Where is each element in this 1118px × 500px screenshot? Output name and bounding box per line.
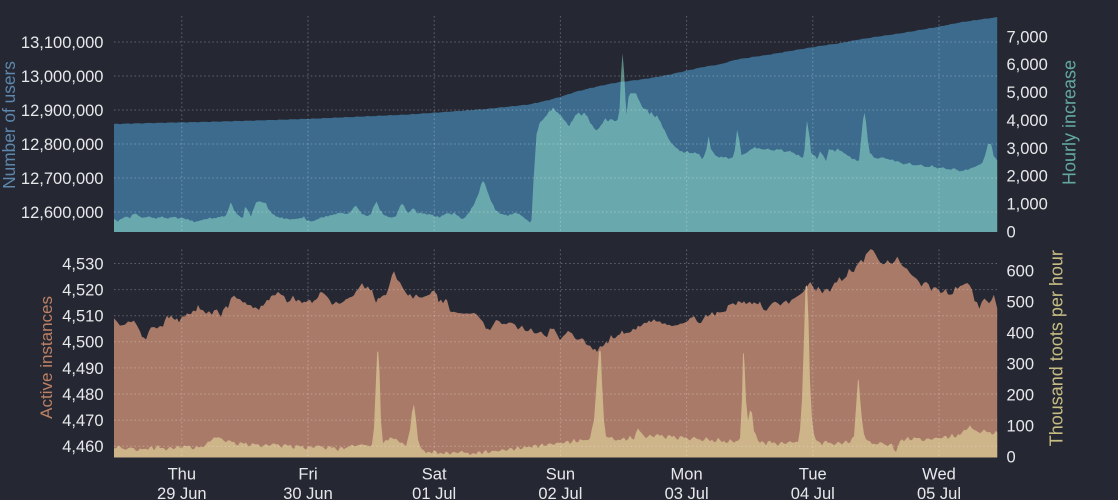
svg-text:500: 500 bbox=[1007, 293, 1035, 311]
svg-text:300: 300 bbox=[1007, 355, 1035, 373]
svg-text:4,500: 4,500 bbox=[62, 334, 103, 352]
svg-text:12,800,000: 12,800,000 bbox=[21, 136, 104, 154]
svg-text:6,000: 6,000 bbox=[1007, 56, 1048, 74]
svg-text:4,460: 4,460 bbox=[62, 438, 103, 456]
svg-text:100: 100 bbox=[1007, 417, 1035, 435]
svg-text:13,100,000: 13,100,000 bbox=[21, 34, 104, 52]
svg-text:Sat: Sat bbox=[422, 466, 447, 484]
svg-text:4,470: 4,470 bbox=[62, 412, 103, 430]
svg-text:400: 400 bbox=[1007, 324, 1035, 342]
svg-text:3,000: 3,000 bbox=[1007, 140, 1048, 158]
svg-text:Active instances: Active instances bbox=[37, 296, 56, 419]
svg-text:05 Jul: 05 Jul bbox=[917, 485, 961, 500]
svg-text:4,480: 4,480 bbox=[62, 386, 103, 404]
svg-text:4,490: 4,490 bbox=[62, 360, 103, 378]
svg-text:12,700,000: 12,700,000 bbox=[21, 170, 104, 188]
svg-text:13,000,000: 13,000,000 bbox=[21, 68, 104, 86]
svg-text:7,000: 7,000 bbox=[1007, 28, 1048, 46]
svg-text:Fri: Fri bbox=[298, 466, 317, 484]
svg-text:1,000: 1,000 bbox=[1007, 196, 1048, 214]
svg-text:12,900,000: 12,900,000 bbox=[21, 102, 104, 120]
svg-text:Sun: Sun bbox=[546, 466, 575, 484]
svg-text:04 Jul: 04 Jul bbox=[791, 485, 835, 500]
svg-text:02 Jul: 02 Jul bbox=[538, 485, 582, 500]
svg-text:Hourly increase: Hourly increase bbox=[1060, 60, 1080, 185]
svg-text:4,520: 4,520 bbox=[62, 282, 103, 300]
svg-text:2,000: 2,000 bbox=[1007, 168, 1048, 186]
svg-text:Tue: Tue bbox=[799, 466, 827, 484]
svg-text:03 Jul: 03 Jul bbox=[665, 485, 709, 500]
svg-text:0: 0 bbox=[1007, 223, 1016, 241]
svg-text:Number of users: Number of users bbox=[0, 61, 19, 189]
svg-text:Mon: Mon bbox=[671, 466, 703, 484]
svg-text:Thu: Thu bbox=[168, 466, 196, 484]
svg-text:4,510: 4,510 bbox=[62, 308, 103, 326]
svg-text:Thousand toots per hour: Thousand toots per hour bbox=[1047, 250, 1067, 446]
svg-text:12,600,000: 12,600,000 bbox=[21, 204, 104, 222]
svg-text:5,000: 5,000 bbox=[1007, 84, 1048, 102]
svg-text:0: 0 bbox=[1007, 448, 1016, 466]
svg-text:4,000: 4,000 bbox=[1007, 112, 1048, 130]
svg-text:200: 200 bbox=[1007, 386, 1035, 404]
svg-text:30 Jun: 30 Jun bbox=[283, 485, 333, 500]
svg-text:600: 600 bbox=[1007, 262, 1035, 280]
svg-text:01 Jul: 01 Jul bbox=[412, 485, 456, 500]
svg-text:4,530: 4,530 bbox=[62, 255, 103, 273]
svg-text:29 Jun: 29 Jun bbox=[157, 485, 207, 500]
svg-text:Wed: Wed bbox=[922, 466, 956, 484]
